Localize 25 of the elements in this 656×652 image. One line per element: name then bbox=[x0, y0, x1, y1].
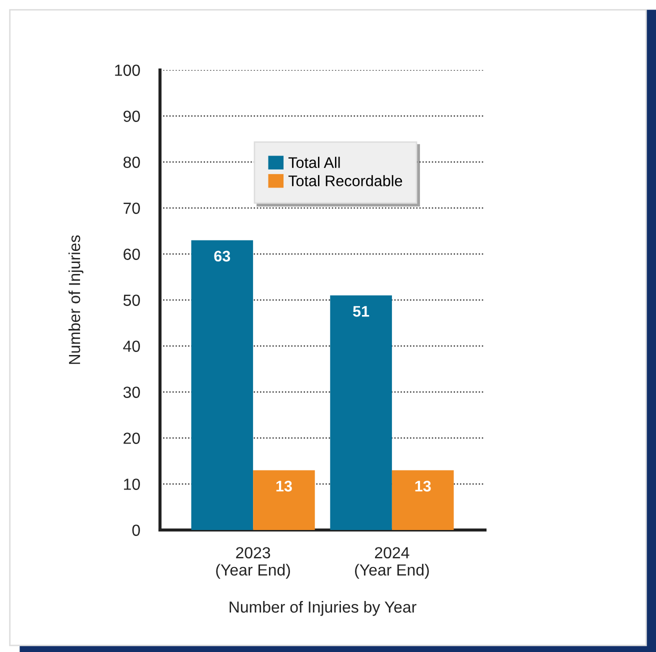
y-tick-label: 0 bbox=[132, 524, 140, 536]
y-tick-label: 30 bbox=[123, 386, 140, 398]
bar bbox=[392, 470, 454, 530]
y-tick-label: 60 bbox=[124, 248, 140, 260]
y-axis-title: Number of Injuries bbox=[68, 235, 84, 364]
legend-label: Total Recordable bbox=[288, 175, 402, 186]
data-label: 13 bbox=[276, 480, 292, 492]
y-tick-label: 70 bbox=[124, 202, 140, 214]
y-tick-label: 90 bbox=[124, 110, 140, 122]
y-tick-label: 20 bbox=[124, 432, 140, 444]
bar bbox=[330, 295, 392, 530]
y-tick-label: 100 bbox=[115, 64, 140, 76]
data-label: 63 bbox=[214, 250, 230, 262]
y-tick-label: 80 bbox=[123, 156, 140, 168]
data-label: 13 bbox=[415, 480, 431, 492]
bar bbox=[191, 240, 254, 530]
data-label: 51 bbox=[353, 306, 370, 317]
bar bbox=[253, 470, 315, 530]
y-tick-label: 10 bbox=[124, 478, 140, 490]
y-tick-label: 50 bbox=[123, 294, 140, 306]
x-tick-label: 2024 (Year End) bbox=[355, 547, 429, 579]
x-axis-title: Number of Injuries by Year bbox=[230, 600, 416, 616]
x-tick-label: 2023 (Year End) bbox=[216, 547, 290, 579]
legend-label: Total All bbox=[288, 156, 340, 168]
y-tick-label: 40 bbox=[123, 340, 140, 352]
